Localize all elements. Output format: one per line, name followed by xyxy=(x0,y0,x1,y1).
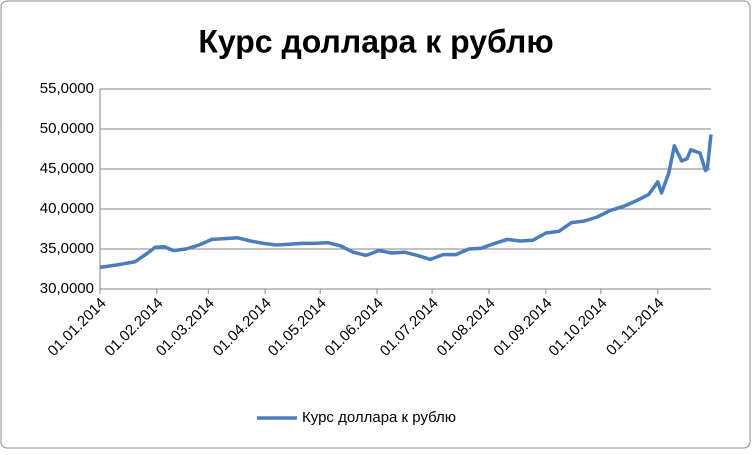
data-line xyxy=(99,134,713,270)
y-tick-label: 40,0000 xyxy=(40,200,94,217)
y-tick-label: 35,0000 xyxy=(40,240,94,257)
y-tick-label: 55,0000 xyxy=(40,80,94,97)
y-tick-label: 30,0000 xyxy=(40,280,94,297)
chart-title: Курс доллара к рублю xyxy=(198,23,553,59)
y-tick-label: 50,0000 xyxy=(40,120,94,137)
legend-label: Курс доллара к рублю xyxy=(302,409,456,426)
y-tick-label: 45,0000 xyxy=(40,160,94,177)
